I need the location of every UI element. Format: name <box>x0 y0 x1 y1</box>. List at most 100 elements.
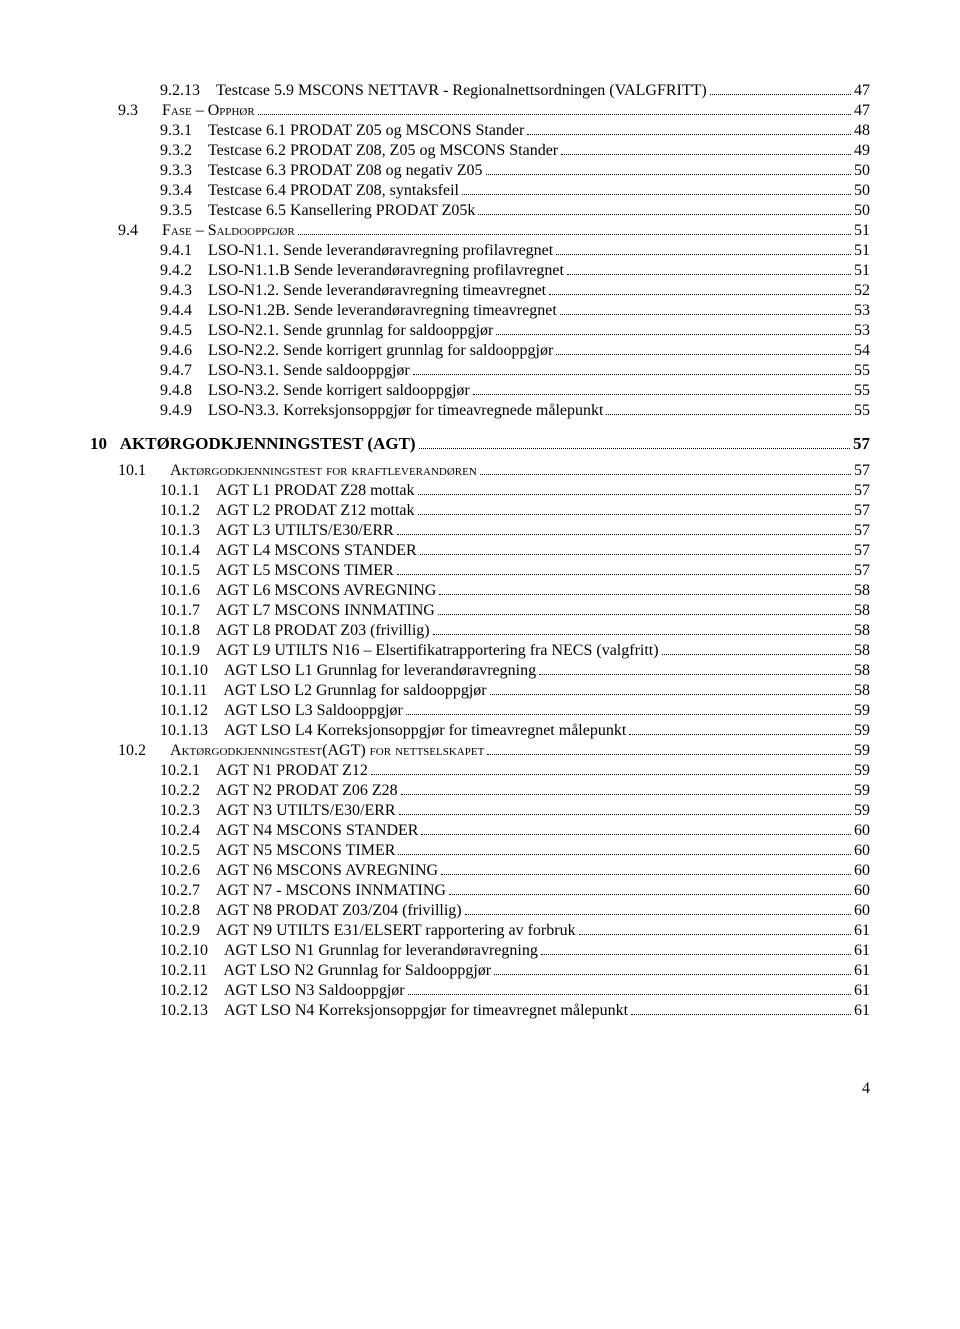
toc-label: 10.1.4 AGT L4 MSCONS STANDER <box>160 542 417 560</box>
toc-entry: 9.4.9 LSO-N3.3. Korreksjonsoppgjør for t… <box>90 402 870 420</box>
toc-page: 47 <box>854 102 870 120</box>
toc-leader <box>567 274 851 275</box>
toc-label: 10.1.11 AGT LSO L2 Grunnlag for saldoopp… <box>160 682 487 700</box>
toc-page: 58 <box>854 622 870 640</box>
toc-leader <box>421 834 851 835</box>
toc-leader <box>418 494 851 495</box>
page-number: 4 <box>90 1080 870 1098</box>
toc-page: 60 <box>854 882 870 900</box>
toc-entry: 10.1.13 AGT LSO L4 Korreksjonsoppgjør fo… <box>90 722 870 740</box>
toc-entry: 10.1 Aktørgodkjenningstest for kraftleve… <box>90 462 870 480</box>
toc-label: 10.2.5 AGT N5 MSCONS TIMER <box>160 842 395 860</box>
toc-page: 59 <box>854 722 870 740</box>
toc-label: 10.2.13 AGT LSO N4 Korreksjonsoppgjør fo… <box>160 1002 628 1020</box>
toc-container: 9.2.13 Testcase 5.9 MSCONS NETTAVR - Reg… <box>90 82 870 1020</box>
toc-leader <box>541 954 851 955</box>
toc-leader <box>420 554 851 555</box>
toc-page: 58 <box>854 642 870 660</box>
toc-entry: 9.3.5 Testcase 6.5 Kansellering PRODAT Z… <box>90 202 870 220</box>
toc-entry: 10.1.10 AGT LSO L1 Grunnlag for leverand… <box>90 662 870 680</box>
toc-leader <box>258 114 851 115</box>
toc-entry: 10.2.2 AGT N2 PRODAT Z06 Z28 59 <box>90 782 870 800</box>
toc-page: 47 <box>854 82 870 100</box>
toc-leader <box>462 194 851 195</box>
toc-page: 57 <box>853 434 870 454</box>
toc-entry: 10.1.6 AGT L6 MSCONS AVREGNING 58 <box>90 582 870 600</box>
toc-page: 59 <box>854 702 870 720</box>
toc-entry: 10.2.5 AGT N5 MSCONS TIMER 60 <box>90 842 870 860</box>
toc-page: 57 <box>854 522 870 540</box>
toc-entry: 9.3.2 Testcase 6.2 PRODAT Z08, Z05 og MS… <box>90 142 870 160</box>
toc-entry: 10.1.9 AGT L9 UTILTS N16 – Elsertifikatr… <box>90 642 870 660</box>
toc-leader <box>539 674 851 675</box>
toc-label: 9.4.2 LSO-N1.1.B Sende leverandøravregni… <box>160 262 564 280</box>
toc-label: 9.4.4 LSO-N1.2B. Sende leverandøravregni… <box>160 302 557 320</box>
toc-label: 10.2.4 AGT N4 MSCONS STANDER <box>160 822 418 840</box>
toc-entry: 9.3 Fase – Opphør 47 <box>90 102 870 120</box>
toc-entry: 9.4.7 LSO-N3.1. Sende saldooppgjør 55 <box>90 362 870 380</box>
toc-leader <box>579 934 851 935</box>
toc-entry: 10.1.11 AGT LSO L2 Grunnlag for saldoopp… <box>90 682 870 700</box>
toc-page: 58 <box>854 682 870 700</box>
toc-page: 60 <box>854 862 870 880</box>
toc-leader <box>549 294 851 295</box>
toc-page: 60 <box>854 902 870 920</box>
toc-page: 61 <box>854 982 870 1000</box>
toc-entry: 10.1.2 AGT L2 PRODAT Z12 mottak 57 <box>90 502 870 520</box>
toc-entry: 9.3.1 Testcase 6.1 PRODAT Z05 og MSCONS … <box>90 122 870 140</box>
toc-leader <box>438 614 851 615</box>
toc-entry: 10.2.11 AGT LSO N2 Grunnlag for Saldoopp… <box>90 962 870 980</box>
toc-leader <box>398 854 851 855</box>
toc-page: 49 <box>854 142 870 160</box>
toc-label: 9.4.3 LSO-N1.2. Sende leverandøravregnin… <box>160 282 546 300</box>
toc-leader <box>487 754 851 755</box>
toc-page: 48 <box>854 122 870 140</box>
toc-page: 61 <box>854 942 870 960</box>
toc-page: 53 <box>854 322 870 340</box>
toc-label: 10.1.12 AGT LSO L3 Saldooppgjør <box>160 702 403 720</box>
toc-label: 10.1.2 AGT L2 PRODAT Z12 mottak <box>160 502 415 520</box>
toc-label: 10.2.6 AGT N6 MSCONS AVREGNING <box>160 862 438 880</box>
toc-leader <box>413 374 851 375</box>
toc-leader <box>561 154 851 155</box>
toc-label: 10.2.7 AGT N7 - MSCONS INNMATING <box>160 882 446 900</box>
toc-leader <box>371 774 851 775</box>
toc-label: 10.2.9 AGT N9 UTILTS E31/ELSERT rapporte… <box>160 922 576 940</box>
toc-leader <box>490 694 851 695</box>
toc-entry: 9.4.3 LSO-N1.2. Sende leverandøravregnin… <box>90 282 870 300</box>
toc-entry: 9.4.8 LSO-N3.2. Sende korrigert saldoopp… <box>90 382 870 400</box>
toc-entry: 9.2.13 Testcase 5.9 MSCONS NETTAVR - Reg… <box>90 82 870 100</box>
toc-label: 9.4.5 LSO-N2.1. Sende grunnlag for saldo… <box>160 322 493 340</box>
toc-label: 9.3.1 Testcase 6.1 PRODAT Z05 og MSCONS … <box>160 122 524 140</box>
toc-label: 9.4.9 LSO-N3.3. Korreksjonsoppgjør for t… <box>160 402 603 420</box>
toc-label: 10.2 Aktørgodkjenningstest(AGT) for nett… <box>118 742 484 760</box>
toc-leader <box>478 214 851 215</box>
toc-label: 10.2.12 AGT LSO N3 Saldooppgjør <box>160 982 405 1000</box>
toc-entry: 9.3.3 Testcase 6.3 PRODAT Z08 og negativ… <box>90 162 870 180</box>
toc-page: 61 <box>854 922 870 940</box>
toc-leader <box>408 994 851 995</box>
toc-page: 53 <box>854 302 870 320</box>
toc-page: 58 <box>854 582 870 600</box>
toc-page: 57 <box>854 542 870 560</box>
toc-entry: 10.1.7 AGT L7 MSCONS INNMATING 58 <box>90 602 870 620</box>
toc-label: 10.1.10 AGT LSO L1 Grunnlag for leverand… <box>160 662 536 680</box>
toc-page: 60 <box>854 842 870 860</box>
toc-leader <box>527 134 851 135</box>
toc-page: 60 <box>854 822 870 840</box>
toc-leader <box>662 654 851 655</box>
toc-label: 10.2.2 AGT N2 PRODAT Z06 Z28 <box>160 782 398 800</box>
toc-label: 9.2.13 Testcase 5.9 MSCONS NETTAVR - Reg… <box>160 82 707 100</box>
toc-page: 59 <box>854 782 870 800</box>
toc-page: 50 <box>854 202 870 220</box>
toc-leader <box>401 794 851 795</box>
toc-leader <box>494 974 851 975</box>
toc-page: 57 <box>854 502 870 520</box>
toc-entry: 10.1.1 AGT L1 PRODAT Z28 mottak 57 <box>90 482 870 500</box>
toc-label: 10.2.10 AGT LSO N1 Grunnlag for leverand… <box>160 942 538 960</box>
toc-entry: 10.2.7 AGT N7 - MSCONS INNMATING 60 <box>90 882 870 900</box>
toc-entry: 10.1.12 AGT LSO L3 Saldooppgjør 59 <box>90 702 870 720</box>
toc-leader <box>560 314 851 315</box>
toc-page: 55 <box>854 362 870 380</box>
toc-entry: 10.1.4 AGT L4 MSCONS STANDER 57 <box>90 542 870 560</box>
